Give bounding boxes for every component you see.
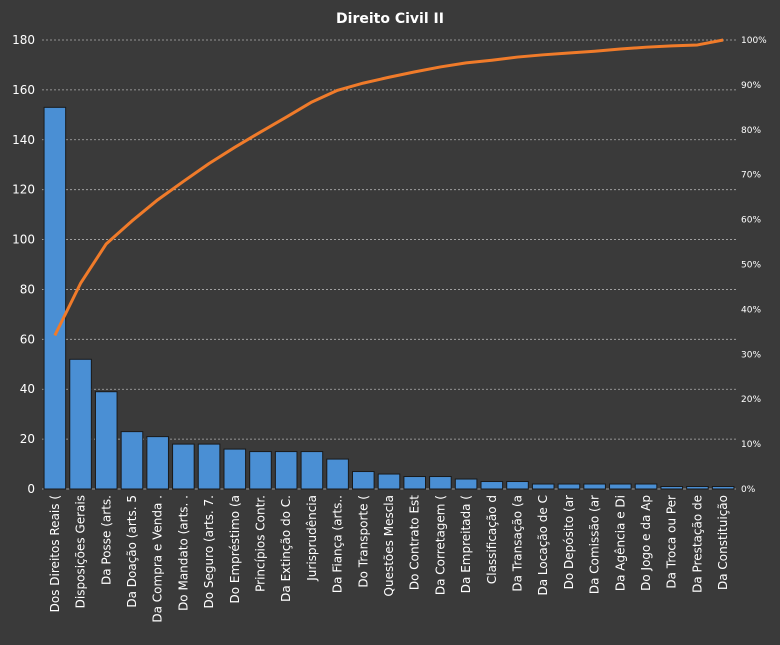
bar	[197, 443, 221, 490]
x-tick-label: Da Transação (a	[511, 495, 525, 592]
bar	[454, 478, 478, 490]
bar	[69, 358, 92, 490]
bar	[352, 471, 375, 490]
y-tick-label: 40	[20, 382, 35, 396]
x-tick-label: Questões Mescla	[382, 495, 396, 596]
y2-tick-label: 80%	[741, 126, 761, 136]
x-tick-label: Da Fiança (arts..	[331, 495, 345, 593]
y-tick-label: 180	[12, 33, 35, 47]
bar	[94, 391, 118, 490]
y-tick-label: 160	[12, 83, 35, 97]
bar	[557, 483, 581, 490]
y2-tick-label: 70%	[741, 171, 761, 181]
x-tick-label: Jurisprudência	[305, 495, 319, 582]
y-tick-label: 120	[12, 183, 35, 197]
bar	[634, 483, 658, 490]
x-tick-label: Da Empreitada (	[459, 495, 473, 593]
bar	[686, 486, 709, 490]
y2-tick-label: 20%	[741, 395, 761, 405]
bar	[223, 448, 247, 490]
gridlines	[42, 39, 736, 490]
x-tick-label: Da Constituição	[716, 495, 730, 590]
x-tick-label: Da Agência e Di	[613, 495, 627, 591]
bar	[711, 486, 735, 490]
x-tick-label: Da Extinção do C.	[279, 495, 293, 602]
x-tick-label: Da Locação de C	[536, 495, 550, 595]
y-tick-label: 60	[20, 332, 35, 346]
x-tick-label: Do Seguro (arts. 7.	[202, 495, 216, 608]
y-tick-label: 80	[20, 282, 35, 296]
y2-tick-label: 60%	[741, 216, 761, 226]
y2-tick-label: 0%	[741, 485, 756, 495]
x-tick-label: Da Posse (arts.	[99, 495, 113, 585]
x-tick-label: Do Mandato (arts. .	[176, 495, 190, 611]
x-tick-label: Do Empréstimo (a	[228, 495, 242, 604]
bar-series	[43, 106, 735, 490]
x-tick-label: Classificação d	[485, 495, 499, 584]
bar	[531, 483, 555, 490]
cumulative-line-series	[53, 38, 724, 337]
x-tick-label: Dos Direitos Reais (	[48, 495, 62, 612]
y2-tick-label: 30%	[741, 350, 761, 360]
x-tick-label: Do Transporte (	[356, 495, 370, 588]
bar	[43, 106, 67, 490]
y-tick-label: 20	[20, 432, 35, 446]
x-tick-label: Da Doação (arts. 5	[125, 495, 139, 608]
y2-tick-label: 50%	[741, 261, 761, 271]
x-axis-labels: Dos Direitos Reais ( Disposições Gerais Da…	[48, 495, 730, 623]
y2-tick-label: 10%	[741, 440, 761, 450]
bar	[300, 451, 324, 490]
x-tick-label: Princípios Contr.	[253, 495, 267, 592]
cumulative-line	[53, 38, 724, 337]
y-tick-label: 100	[12, 233, 35, 247]
y-axis-right: 0% 10% 20% 30% 40% 50% 60% 70% 80% 90% 100%	[741, 36, 767, 495]
bar	[146, 436, 169, 490]
bar	[609, 483, 632, 490]
x-tick-label: Disposições Gerais	[74, 495, 88, 608]
y-tick-label: 0	[27, 482, 35, 496]
x-tick-label: Da Compra e Venda .	[151, 495, 165, 623]
y-axis-left: 0 20 40 60 80 100 120 140 160 180	[12, 33, 35, 496]
bar	[377, 473, 401, 490]
bar	[120, 431, 144, 490]
bar	[660, 486, 684, 490]
y2-tick-label: 40%	[741, 305, 761, 315]
x-tick-label: Da Troca ou Per	[665, 495, 679, 589]
bar	[429, 476, 452, 490]
y2-tick-label: 90%	[741, 81, 761, 91]
x-tick-label: Do Depósito (ar	[562, 495, 576, 589]
bar	[403, 476, 426, 490]
x-tick-label: Do Jogo e da Ap	[639, 495, 653, 591]
x-tick-label: Da Comissão (ar	[588, 495, 602, 594]
bar	[583, 483, 606, 490]
y2-tick-label: 100%	[741, 36, 767, 46]
x-tick-label: Do Contrato Est	[408, 495, 422, 590]
bar	[172, 443, 195, 490]
bar	[249, 451, 272, 490]
chart-title: Direito Civil II	[336, 11, 444, 27]
bar	[274, 451, 298, 490]
y-tick-label: 140	[12, 133, 35, 147]
x-tick-label: Da Prestação de	[690, 495, 704, 593]
x-tick-label: Da Corretagem (	[433, 495, 447, 595]
bar	[506, 481, 529, 490]
bar	[326, 458, 349, 490]
bar	[480, 481, 504, 490]
